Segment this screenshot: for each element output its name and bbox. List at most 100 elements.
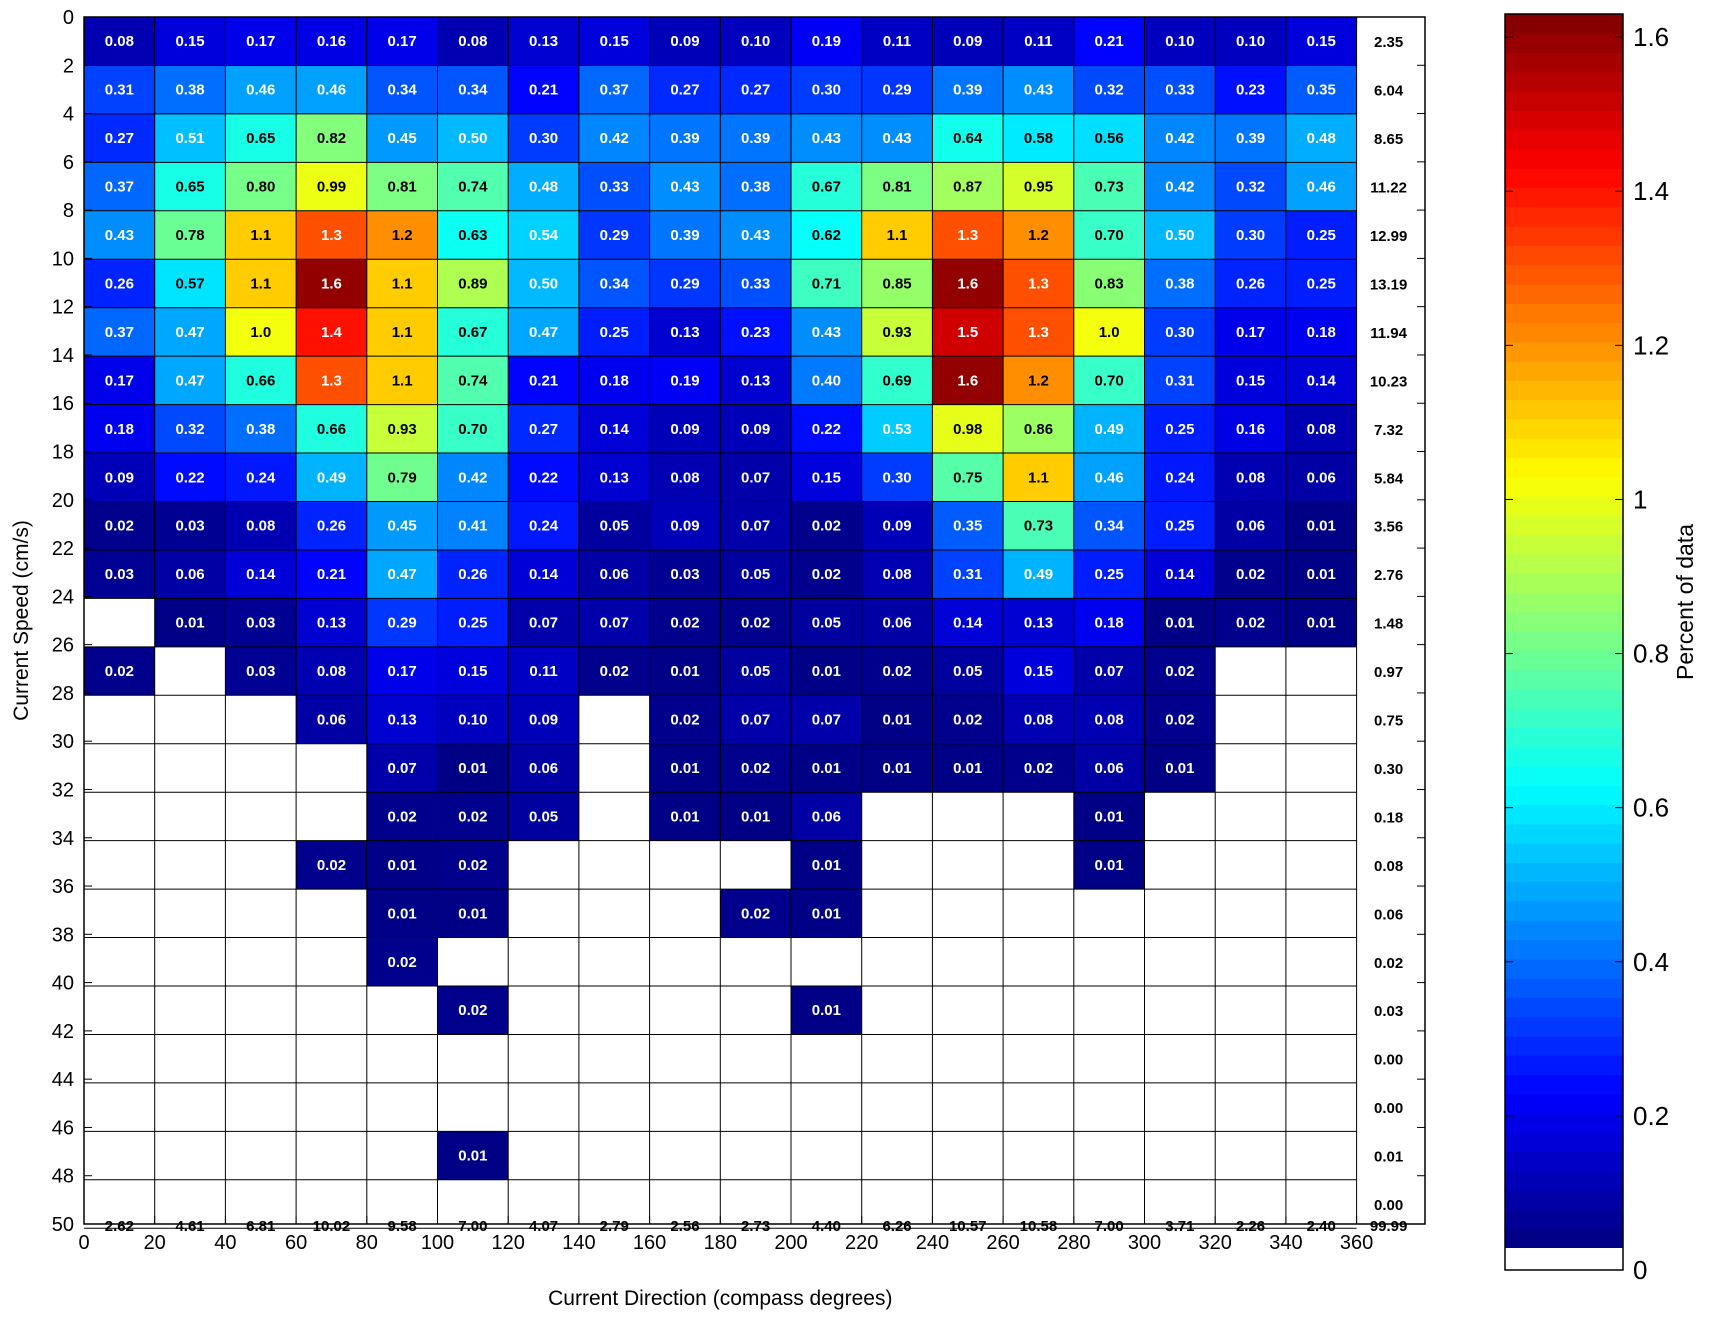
- cell-value-label: 0.19: [812, 33, 841, 50]
- cell-value-label: 0.01: [1307, 518, 1336, 535]
- cell-value-label: 0.32: [175, 421, 204, 438]
- heatmap-cell: [225, 65, 297, 114]
- heatmap-cell: [1003, 598, 1074, 647]
- heatmap-cell: [1003, 356, 1074, 405]
- cell-value-label: 0.34: [600, 275, 630, 292]
- cell-value-label: 0.21: [529, 372, 558, 389]
- heatmap-cell: [1215, 259, 1286, 308]
- heatmap-cell: [578, 453, 650, 502]
- cell-value-label: 0.13: [670, 324, 699, 341]
- cell-value-label: 0.40: [812, 372, 841, 389]
- row-total-label: 0.01: [1374, 1149, 1403, 1166]
- heatmap-cell: [649, 549, 721, 599]
- heatmap-cell: [649, 307, 721, 357]
- cell-value-label: 1.1: [392, 372, 413, 389]
- heatmap-cell: [649, 259, 721, 308]
- heatmap-cell: [861, 17, 933, 66]
- colorbar-tick-label: 0.2: [1633, 1101, 1669, 1131]
- y-tick-label: 44: [52, 1069, 74, 1091]
- cell-value-label: 0.30: [812, 82, 841, 99]
- cell-value-label: 0.54: [529, 227, 559, 244]
- y-tick-label: 0: [63, 7, 74, 29]
- column-total-label: 10.57: [949, 1218, 987, 1235]
- heatmap-cell: [578, 356, 650, 405]
- cell-value-label: 0.02: [1236, 615, 1265, 632]
- cell-value-label: 0.65: [175, 179, 204, 196]
- heatmap-cell: [154, 17, 226, 66]
- heatmap-cell: [1003, 453, 1074, 502]
- cell-value-label: 0.08: [1236, 469, 1265, 486]
- cell-value-label: 0.73: [1024, 518, 1053, 535]
- heatmap-cell: [437, 889, 509, 938]
- cell-value-label: 0.01: [458, 760, 487, 777]
- heatmap-cell: [1215, 549, 1286, 599]
- heatmap-cell: [791, 210, 862, 260]
- heatmap-cell: [437, 1131, 509, 1180]
- heatmap-cell: [366, 453, 438, 502]
- heatmap-cell: [649, 113, 721, 163]
- heatmap-cell: [791, 113, 862, 163]
- cell-value-label: 0.25: [458, 615, 487, 632]
- row-total-label: 5.84: [1374, 470, 1404, 487]
- heatmap-cell: [296, 840, 367, 890]
- cell-value-label: 1.2: [392, 227, 413, 244]
- cell-value-label: 0.87: [953, 179, 982, 196]
- row-total-label: 0.30: [1374, 761, 1403, 778]
- heatmap-cell: [437, 210, 509, 260]
- cell-value-label: 0.08: [458, 33, 487, 50]
- heatmap-cell: [508, 17, 579, 66]
- cell-value-label: 1.0: [1099, 324, 1120, 341]
- heatmap-cell: [932, 307, 1004, 357]
- heatmap-cell: [437, 162, 509, 211]
- column-total-label: 6.81: [246, 1218, 275, 1235]
- heatmap-cell: [649, 210, 721, 260]
- column-total-label: 6.26: [882, 1218, 911, 1235]
- heatmap-cell: [154, 453, 226, 502]
- heatmap-cell: [1073, 549, 1145, 599]
- row-total-label: 8.65: [1374, 131, 1403, 148]
- cell-value-label: 0.02: [458, 1002, 487, 1019]
- heatmap-cell: [1285, 404, 1357, 454]
- x-tick-label: 140: [562, 1232, 595, 1254]
- cell-value-label: 0.06: [317, 712, 346, 729]
- cell-value-label: 0.18: [600, 372, 629, 389]
- heatmap-cell: [508, 598, 579, 647]
- cell-value-label: 0.34: [1095, 518, 1125, 535]
- cell-value-label: 0.29: [600, 227, 629, 244]
- cell-value-label: 0.32: [1236, 179, 1265, 196]
- row-total-label: 2.76: [1374, 567, 1403, 584]
- heatmap-cell: [649, 598, 721, 647]
- cell-value-label: 0.39: [1236, 130, 1265, 147]
- heatmap-cell: [296, 453, 367, 502]
- heatmap-cell: [1003, 646, 1074, 696]
- cell-value-label: 0.09: [741, 421, 770, 438]
- cell-value-label: 0.30: [529, 130, 558, 147]
- heatmap-cell: [791, 162, 862, 211]
- heatmap-cell: [1073, 113, 1145, 163]
- heatmap-cell: [1144, 356, 1216, 405]
- heatmap-cell: [791, 453, 862, 502]
- heatmap-cell: [296, 259, 367, 308]
- heatmap-cell: [932, 646, 1004, 696]
- y-tick-label: 18: [52, 442, 74, 464]
- cell-value-label: 0.05: [741, 566, 770, 583]
- colorbar-tick-label: 0.4: [1633, 947, 1669, 977]
- cell-value-label: 0.09: [882, 518, 911, 535]
- cell-value-label: 0.46: [1307, 179, 1336, 196]
- cell-value-label: 0.02: [741, 905, 770, 922]
- heatmap-cell: [791, 840, 862, 890]
- cell-value-label: 0.06: [812, 808, 841, 825]
- heatmap-cell: [366, 937, 438, 986]
- cell-value-label: 0.35: [1307, 82, 1336, 99]
- heatmap-cell: [366, 646, 438, 696]
- heatmap-cell: [649, 695, 721, 744]
- heatmap-cell: [861, 646, 933, 696]
- cell-value-label: 0.27: [741, 82, 770, 99]
- heatmap-cell: [1073, 598, 1145, 647]
- cell-value-label: 1.3: [957, 227, 978, 244]
- y-tick-label: 32: [52, 779, 74, 801]
- heatmap-cell: [508, 356, 579, 405]
- cell-value-label: 0.01: [458, 1148, 487, 1165]
- heatmap-cell: [720, 162, 791, 211]
- heatmap-cell: [1144, 162, 1216, 211]
